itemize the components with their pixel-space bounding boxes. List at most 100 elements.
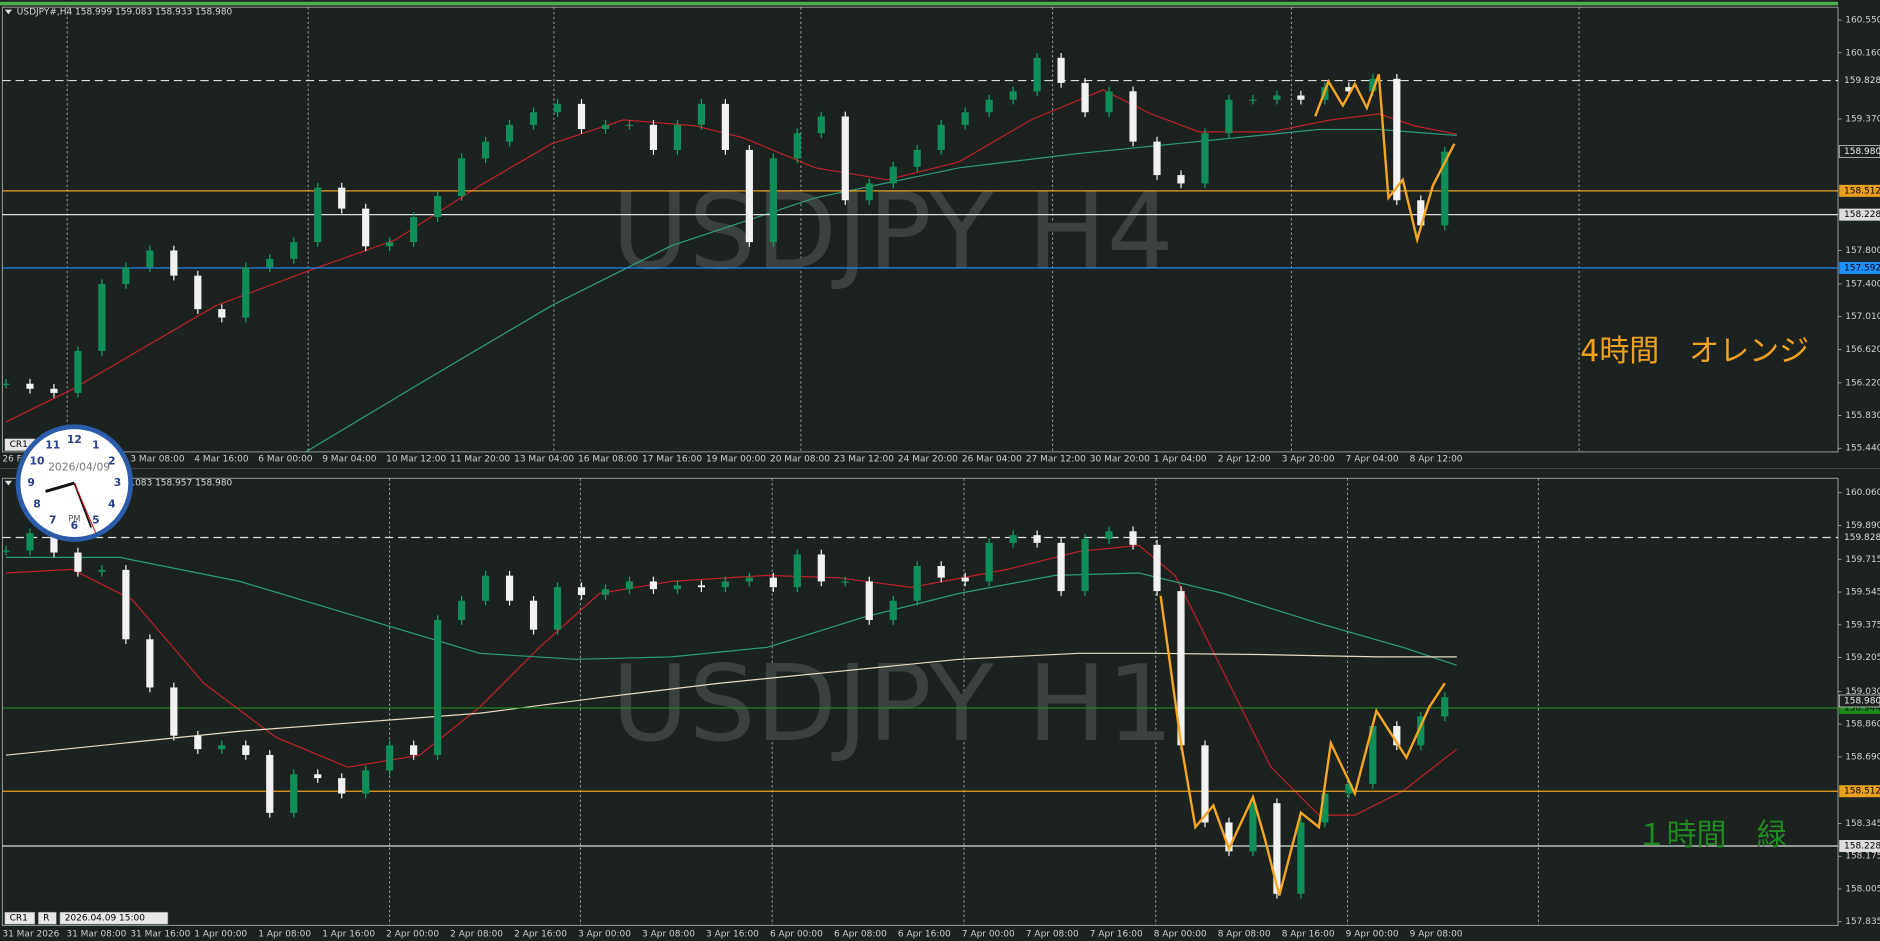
panel-frame (1, 477, 1839, 926)
y-tick-label: 158.345 (1845, 819, 1880, 829)
y-tick-label: 160.160 (1845, 48, 1880, 58)
last-price-box (1838, 145, 1880, 158)
candle-body (817, 554, 825, 582)
chart-header: USDJPY#,H4 158.999 159.083 158.933 158.9… (17, 7, 233, 17)
candle-body (170, 250, 178, 276)
x-tick-label: 10 Mar 12:00 (386, 455, 446, 465)
candle-body (1129, 531, 1137, 545)
y-tick-label: 157.010 (1845, 312, 1880, 322)
candle-body (74, 552, 82, 572)
level-label: 158.944 (1844, 703, 1880, 713)
x-tick-label: 4 Mar 16:00 (194, 455, 249, 465)
x-tick-label: 3 Apr 08:00 (642, 929, 695, 939)
y-tick-label: 155.830 (1845, 411, 1880, 421)
candle-body (314, 774, 322, 779)
x-tick-label: 1 Apr 00:00 (194, 929, 247, 939)
status-text: CR1 (10, 914, 28, 924)
candle-body (1153, 141, 1161, 176)
status-text: CR1 (10, 440, 28, 450)
candle-body (338, 187, 346, 209)
candle-body (745, 149, 753, 243)
header-marker (4, 480, 12, 486)
clock-numeral: 1 (92, 439, 100, 452)
annotation: １時間 緑 (1637, 818, 1787, 853)
x-tick-label: 31 Mar 08:00 (66, 929, 126, 939)
candle-body (290, 774, 298, 813)
candle-body (2, 383, 10, 385)
x-tick-label: 26 Mar 04:00 (962, 455, 1022, 465)
y-tick-label: 159.715 (1845, 555, 1880, 565)
candle-body (697, 585, 705, 588)
marks (2, 53, 1839, 899)
x-tick-label: 3 Apr 00:00 (578, 929, 631, 939)
ma-red (5, 544, 1458, 816)
y-tick-label: 156.220 (1845, 378, 1880, 388)
candle-body (458, 600, 466, 621)
candle-body (1177, 175, 1185, 184)
y-tick-label: 159.205 (1845, 653, 1880, 663)
candle-body (1393, 78, 1401, 201)
clock-numeral: 4 (108, 498, 116, 511)
x-tick-label: 1 Apr 04:00 (1154, 455, 1207, 465)
x-tick-label: 16 Mar 08:00 (578, 455, 638, 465)
y-tick-label: 159.370 (1845, 114, 1880, 124)
candle-body (721, 103, 729, 150)
candle-body (769, 158, 777, 243)
candle-body (194, 275, 202, 310)
candle-body (913, 566, 921, 601)
candle-body (1441, 151, 1449, 226)
candle-body (721, 581, 729, 588)
clock-numeral: 2 (108, 455, 116, 468)
candle-body (1249, 99, 1257, 101)
y-tick-label: 157.835 (1845, 917, 1880, 927)
candle-body (98, 569, 106, 572)
candle-body (625, 124, 634, 127)
candle-body (1321, 793, 1329, 823)
candle-body (1129, 91, 1137, 142)
candle-body (98, 284, 106, 352)
level-label-box (1839, 531, 1880, 544)
level-label: 159.828 (1844, 533, 1880, 543)
candle-body (961, 577, 969, 582)
candle-body (194, 735, 202, 750)
x-tick-label: 2 Apr 00:00 (386, 929, 439, 939)
candle-body (553, 587, 562, 630)
candle-body (673, 585, 682, 590)
candle-body (1273, 95, 1281, 100)
x-tick-label: 30 Mar 20:00 (1090, 455, 1150, 465)
x-tick-label: 2 Apr 12:00 (1218, 455, 1271, 465)
y-tick-label: 159.890 (1845, 521, 1880, 531)
y-tick-label: 160.550 (1845, 16, 1880, 26)
y-tick-label: 158.690 (1845, 752, 1880, 762)
candle-body (1033, 57, 1041, 92)
candle-body (242, 745, 250, 755)
clock-numeral: 10 (29, 455, 44, 468)
x-tick-label: 2 Apr 16:00 (514, 929, 567, 939)
candle-body (1033, 535, 1041, 543)
level-label-box (1839, 839, 1880, 852)
level-label-box (1839, 184, 1880, 197)
candle-body (841, 116, 849, 201)
x-tick-label: 27 Mar 12:00 (1026, 455, 1086, 465)
level-label: 157.592 (1844, 263, 1880, 273)
y-tick-label: 157.400 (1845, 280, 1880, 290)
candle-body (170, 687, 178, 736)
x-tick-label: 3 Apr 16:00 (706, 929, 759, 939)
second-hand (73, 482, 97, 534)
status-text: 2026.04.09 15:00 (65, 914, 145, 924)
candle-body (481, 141, 490, 159)
candle-body (817, 116, 825, 134)
candle-body (290, 242, 298, 259)
candle-body (913, 149, 921, 167)
x-tick-label: 3 Mar 08:00 (130, 455, 185, 465)
x-tick-label: 8 Apr 16:00 (1282, 929, 1335, 939)
candle-body (1225, 99, 1233, 134)
x-tick-label: 23 Mar 12:00 (834, 455, 894, 465)
status-text: R (43, 914, 49, 924)
candle-body (745, 577, 753, 582)
candle-body (1153, 544, 1161, 592)
x-tick-label: 19 Mar 00:00 (706, 455, 766, 465)
x-tick-label: 6 Apr 08:00 (834, 929, 887, 939)
candle-body (529, 112, 538, 125)
